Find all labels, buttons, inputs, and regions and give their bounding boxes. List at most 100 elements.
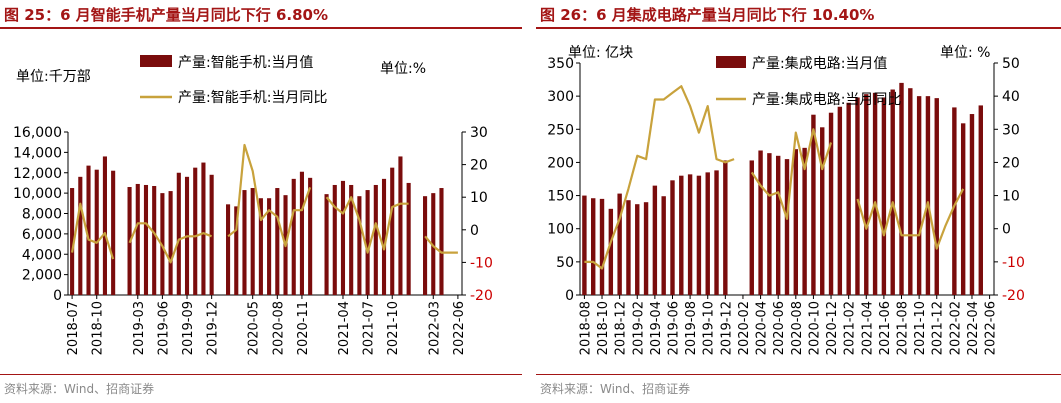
bar	[679, 175, 684, 295]
bar	[258, 198, 263, 295]
y-left-tick-label: 200	[547, 155, 574, 171]
source-divider	[0, 374, 522, 375]
y-left-tick-label: 0	[565, 288, 574, 304]
bar	[70, 188, 75, 295]
x-tick-label: 2019-12	[206, 301, 221, 355]
bar	[201, 162, 206, 295]
bar	[423, 196, 428, 295]
x-tick-label: 2020-11	[296, 301, 311, 355]
x-tick-label: 2020-08	[271, 301, 286, 355]
chart-panel-smartphone: 图 25：6 月智能手机产量当月同比下行 6.80% 0 2,000 4,000 6,…	[0, 0, 522, 403]
chart-title: 图 25：6 月智能手机产量当月同比下行 6.80%	[4, 6, 329, 24]
x-tick-label: 2021-04	[860, 301, 875, 355]
series-line	[584, 85, 965, 270]
bar	[242, 190, 247, 295]
bar	[349, 184, 354, 295]
y-right-tick-label: 10	[470, 190, 488, 206]
bar	[94, 169, 99, 295]
x-tick-label: 2021-08	[896, 301, 911, 355]
y-right-tick-label: 0	[470, 223, 479, 239]
bar	[308, 177, 313, 295]
bar	[775, 155, 781, 295]
x-tick-label: 2022-02	[948, 301, 963, 355]
chart-integrated-circuit: 0 50 100 150 200 250 300 350 -20 -10 0 10 20 30 40 50 20…	[547, 45, 1025, 355]
right-unit-label: 单位:%	[380, 61, 426, 77]
y-left-tick-label: 250	[547, 122, 574, 138]
x-tick-label: 2020-04	[755, 301, 770, 355]
bar	[855, 97, 860, 296]
y-left-tick-label: 350	[547, 56, 574, 72]
y-left-tick-label: 2,000	[22, 268, 62, 284]
y-left-tick-label: 150	[547, 189, 574, 205]
x-tick-label: 2022-03	[427, 301, 442, 355]
bar	[723, 160, 728, 295]
bar	[749, 160, 754, 295]
x-tick-label: 2019-03	[132, 301, 147, 355]
y-left-tick-label: 50	[556, 255, 574, 271]
bar	[916, 96, 922, 296]
chart-smartphone: 0 2,000 4,000 6,000 8,000 10,000 12,000 14,000 1…	[13, 55, 493, 355]
right-unit-label: 单位: %	[940, 45, 990, 61]
x-tick-label: 2019-12	[719, 301, 734, 355]
x-tick-label: 2021-04	[337, 301, 352, 355]
bar	[846, 102, 851, 296]
bar	[78, 176, 83, 295]
bar	[969, 114, 975, 295]
bar	[643, 202, 649, 295]
x-tick-label: 2022-06	[452, 301, 467, 355]
bar	[431, 193, 436, 295]
legend-label-bar: 产量:集成电路:当月值	[752, 55, 887, 72]
bar	[899, 82, 904, 295]
y-left-tick-label: 14,000	[13, 145, 62, 161]
bar	[439, 188, 444, 295]
x-tick-label: 2019-09	[181, 301, 196, 355]
bar	[864, 94, 869, 295]
bar	[793, 149, 799, 295]
bar	[398, 156, 403, 295]
bar	[758, 150, 763, 295]
bar	[705, 172, 710, 295]
bar	[176, 172, 181, 295]
bar	[635, 204, 640, 295]
bar	[209, 174, 214, 295]
y-right-tick-label: 10	[1002, 189, 1020, 205]
x-tick-label: 2020-08	[790, 301, 805, 355]
x-tick-label: 2021-12	[931, 301, 946, 355]
x-tick-label: 2020-06	[772, 301, 787, 355]
bar	[599, 198, 605, 295]
bar	[340, 180, 346, 295]
bar	[617, 193, 622, 295]
left-unit-label: 单位:千万部	[16, 69, 91, 85]
bar	[591, 198, 596, 295]
x-tick-label: 2020-12	[825, 301, 840, 355]
x-tick-label: 2019-06	[666, 301, 681, 355]
left-unit-label: 单位: 亿块	[568, 45, 633, 61]
bar	[381, 178, 387, 295]
source-note: 资料来源：Wind、招商证券	[540, 382, 691, 396]
bar	[890, 89, 895, 295]
x-tick-label: 2018-10	[596, 301, 611, 355]
bar	[626, 200, 631, 295]
y-left-tick-label: 16,000	[13, 125, 62, 141]
y-left-tick-label: 100	[547, 222, 574, 238]
bar	[390, 167, 395, 295]
y-left-tick-label: 12,000	[13, 166, 62, 182]
x-tick-label: 2021-10	[913, 301, 928, 355]
bar	[714, 170, 719, 295]
bar	[332, 184, 337, 295]
x-tick-label: 2021-07	[362, 301, 377, 355]
bar	[152, 185, 157, 295]
bar	[102, 156, 107, 295]
bar	[111, 170, 116, 295]
x-tick-label: 2019-02	[631, 301, 646, 355]
bar	[357, 196, 362, 295]
bar	[226, 204, 231, 295]
y-right-tick-label: 30	[470, 125, 488, 141]
bar	[324, 194, 329, 295]
y-left-tick-label: 8,000	[22, 207, 62, 223]
bar	[267, 198, 272, 295]
y-right-tick-label: -20	[470, 288, 493, 304]
bar	[661, 196, 666, 295]
bar	[828, 112, 834, 295]
x-tick-label: 2022-04	[966, 301, 981, 355]
